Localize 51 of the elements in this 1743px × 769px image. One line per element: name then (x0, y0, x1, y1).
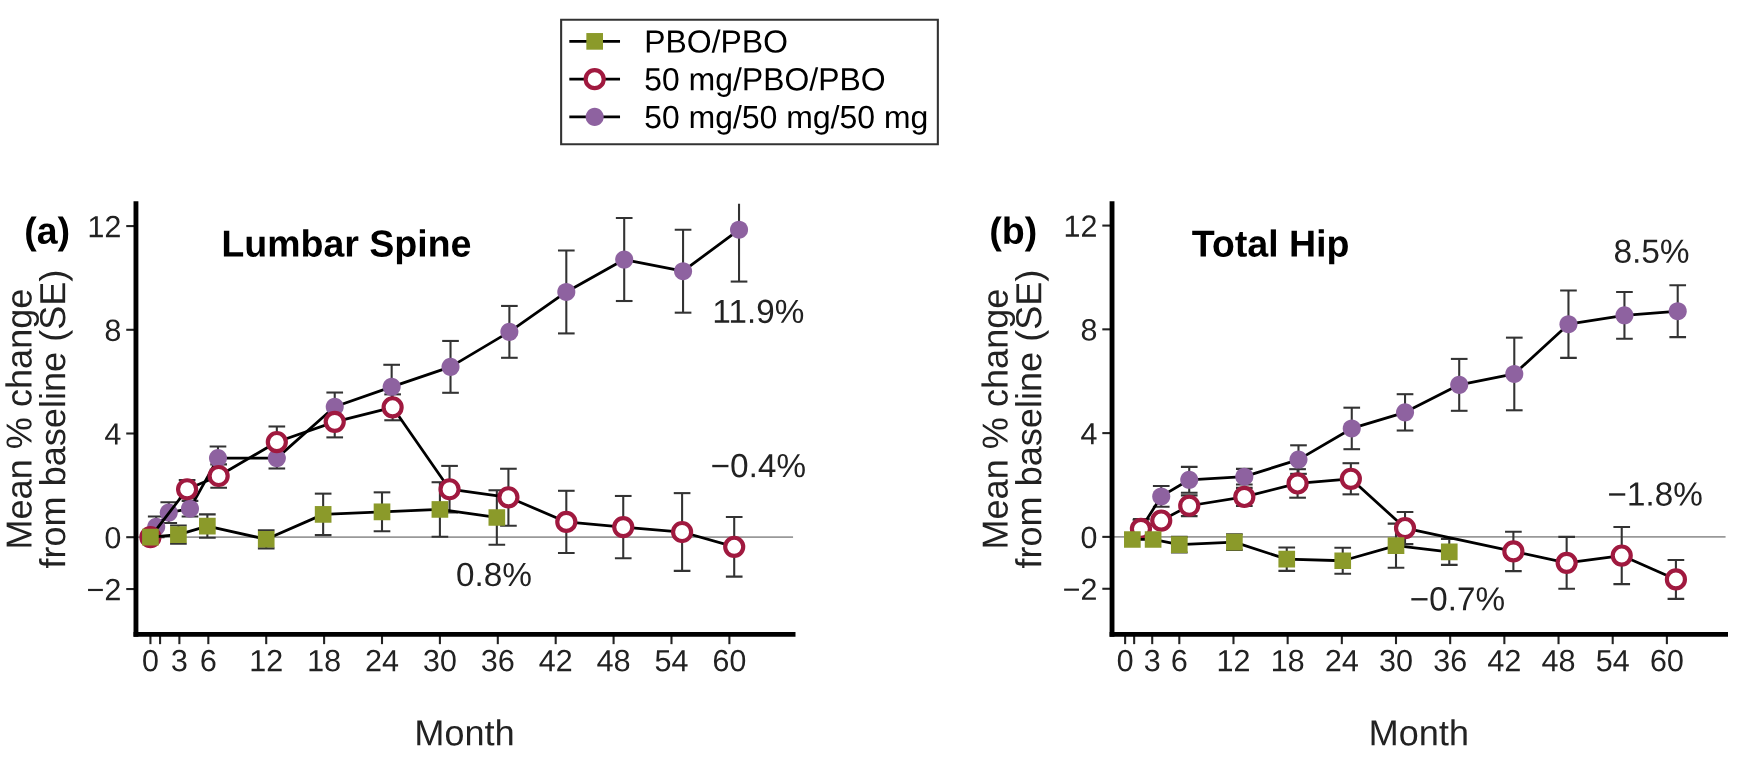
x-axis-title: Month (417, 719, 513, 746)
x-tick-label: 30 (1380, 649, 1412, 672)
annotation: 8.5% (1614, 239, 1689, 264)
y-tick-label: 4 (105, 423, 121, 445)
y-tick-label: 12 (89, 215, 120, 238)
y-tick-label: 8 (1081, 319, 1097, 341)
legend-label: 50 mg/50 mg/50 mg (645, 104, 927, 135)
y-axis-title: Mean % change from baseline (SE) (981, 271, 1049, 569)
x-tick-label: 12 (1218, 649, 1249, 672)
annotation: −0.4% (712, 453, 805, 478)
x-tick-label: 3 (1144, 649, 1160, 672)
x-tick-label: 24 (1326, 649, 1358, 672)
legend-label: PBO/PBO (646, 29, 787, 53)
x-tick-label: 0 (143, 649, 158, 672)
x-tick-label: 36 (1434, 649, 1466, 672)
x-tick-label: 12 (251, 649, 282, 672)
x-tick-label: 6 (201, 649, 216, 672)
x-tick-label: 54 (655, 650, 688, 672)
x-tick-label: 60 (1651, 649, 1683, 672)
x-tick-label: 60 (713, 649, 746, 672)
x-tick-label: 3 (172, 649, 187, 672)
x-tick-label: 48 (1542, 649, 1575, 672)
text: (b) (991, 216, 1036, 252)
text: (a) (26, 216, 69, 252)
x-tick-label: 18 (1272, 649, 1304, 672)
x-tick-label: 42 (539, 649, 572, 672)
y-tick-label: 4 (1081, 423, 1097, 445)
y-tick-label: 8 (105, 319, 121, 342)
annotation: −0.7% (1411, 587, 1504, 611)
x-axis-title: Month (1371, 719, 1467, 746)
annotation: 0.8% (457, 562, 531, 587)
text: Total Hip (1192, 229, 1348, 265)
x-tick-label: 54 (1596, 650, 1629, 672)
y-tick-label: 0 (1081, 526, 1097, 549)
y-tick-label: −2 (88, 578, 120, 601)
x-tick-label: 42 (1488, 649, 1520, 672)
legend-label: 50 mg/PBO/PBO (645, 67, 885, 97)
text: Lumbar Spine (223, 229, 471, 265)
y-tick-label: −2 (1064, 578, 1096, 600)
x-tick-label: 24 (366, 649, 399, 672)
y-tick-label: 12 (1065, 215, 1096, 237)
x-tick-label: 48 (597, 649, 630, 672)
x-tick-label: 0 (1117, 649, 1133, 672)
x-tick-label: 6 (1172, 649, 1187, 672)
y-axis-title: Mean % change from baseline (SE) (5, 271, 73, 569)
y-tick-label: 0 (105, 526, 121, 549)
x-tick-label: 36 (481, 649, 514, 672)
x-tick-label: 18 (309, 649, 340, 672)
x-tick-label: 30 (424, 649, 456, 672)
annotation: 11.9% (714, 299, 804, 324)
annotation: −1.8% (1609, 482, 1702, 506)
